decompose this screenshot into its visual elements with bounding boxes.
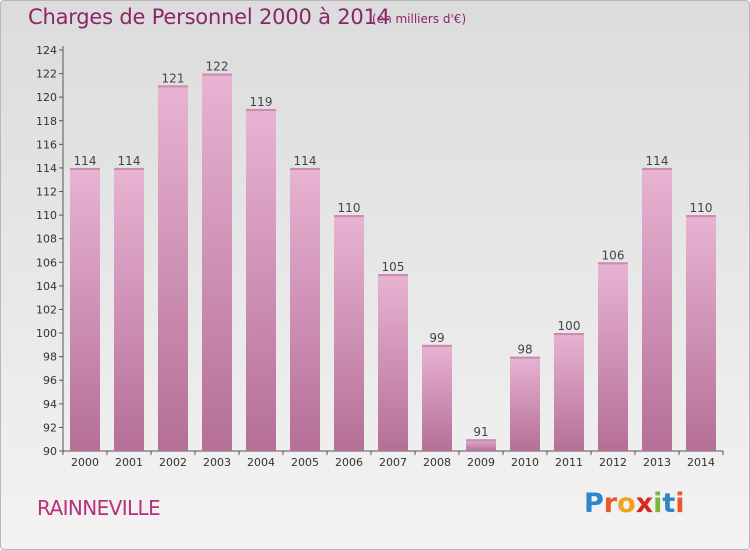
y-tick-label: 120 (36, 91, 57, 104)
y-tick-label: 114 (36, 162, 57, 175)
x-tick-label: 2001 (115, 456, 143, 469)
y-tick-label: 106 (36, 256, 57, 269)
y-tick-label: 92 (43, 421, 57, 434)
bar-top-edge (422, 344, 452, 347)
x-tick-label: 2011 (555, 456, 583, 469)
y-tick-label: 98 (43, 351, 57, 364)
bar-top-edge (554, 333, 584, 336)
chart-subtitle: (en milliers d'€) (372, 12, 467, 26)
proxiti-logo: Proxiti (584, 488, 685, 519)
data-label: 106 (602, 248, 625, 262)
chart-title: Charges de Personnel 2000 à 2014 (28, 5, 390, 29)
bar (290, 167, 320, 452)
y-tick-label: 100 (36, 327, 57, 340)
logo-letter: t (662, 488, 676, 519)
y-tick-label: 108 (36, 233, 57, 246)
bar-top-edge (686, 215, 716, 218)
y-tick-label: 94 (43, 398, 57, 411)
bar-top-edge (334, 215, 364, 218)
bar (422, 344, 452, 451)
x-tick-label: 2014 (687, 456, 715, 469)
bar (598, 262, 628, 451)
x-tick-label: 2012 (599, 456, 627, 469)
y-tick-label: 122 (36, 68, 57, 81)
data-label: 121 (162, 71, 185, 85)
bar-top-edge (158, 85, 188, 88)
y-tick-label: 110 (36, 209, 57, 222)
logo-letter: o (617, 488, 636, 519)
bar-top-edge (246, 108, 276, 111)
x-tick-label: 2005 (291, 456, 319, 469)
data-label: 110 (690, 201, 713, 215)
x-tick-label: 2013 (643, 456, 671, 469)
data-label: 114 (118, 154, 141, 168)
bar (642, 167, 672, 452)
y-tick-label: 102 (36, 303, 57, 316)
logo-letter: x (635, 488, 654, 519)
bar (554, 333, 584, 451)
y-tick-label: 104 (36, 280, 57, 293)
y-tick-label: 96 (43, 374, 57, 387)
x-tick-label: 2000 (71, 456, 99, 469)
bar-top-edge (466, 439, 496, 442)
chart-axes: 90 92 94 96 98 100 102 104 106 108 110 112 114 116 118… (36, 44, 724, 469)
x-tick-label: 2006 (335, 456, 363, 469)
data-label: 119 (250, 95, 273, 109)
data-label: 100 (558, 319, 581, 333)
data-label: 98 (517, 343, 532, 357)
y-tick-label: 112 (36, 186, 57, 199)
data-label: 99 (429, 331, 444, 345)
y-tick-label: 90 (43, 445, 57, 458)
bar-top-edge (598, 262, 628, 265)
y-tick-label: 116 (36, 138, 57, 151)
bar (510, 356, 540, 451)
bar (246, 108, 276, 452)
bar-top-edge (70, 167, 100, 170)
bar-top-edge (642, 167, 672, 170)
bar (70, 167, 100, 452)
data-labels: 114 114 121 122 119 114 110 105 99 91 98 100 106 114 1… (74, 60, 713, 440)
data-label: 114 (294, 154, 317, 168)
logo-letter: r (603, 488, 618, 519)
data-label: 110 (338, 201, 361, 215)
x-tick-label: 2002 (159, 456, 187, 469)
x-tick-label: 2003 (203, 456, 231, 469)
x-tick-label: 2008 (423, 456, 451, 469)
data-label: 114 (646, 154, 669, 168)
logo-letter: P (584, 488, 604, 519)
data-label: 122 (206, 60, 229, 74)
bar-top-edge (202, 73, 232, 76)
bar (114, 167, 144, 452)
bar (378, 274, 408, 451)
x-tick-label: 2009 (467, 456, 495, 469)
bar (202, 73, 232, 452)
data-label: 91 (473, 425, 488, 439)
bar-series (70, 73, 716, 452)
y-tick-label: 124 (36, 44, 57, 57)
bar (158, 85, 188, 451)
bar (466, 439, 496, 451)
logo-letter: i (675, 488, 685, 519)
logo-letter: i (653, 488, 663, 519)
x-tick-label: 2004 (247, 456, 275, 469)
commune-name: RAINNEVILLE (37, 496, 161, 520)
bar (334, 215, 364, 451)
bar-top-edge (510, 356, 540, 359)
bar-top-edge (290, 167, 320, 170)
bar (686, 215, 716, 451)
data-label: 114 (74, 154, 97, 168)
y-tick-label: 118 (36, 115, 57, 128)
data-label: 105 (382, 260, 405, 274)
bar-top-edge (114, 167, 144, 170)
bar-top-edge (378, 274, 408, 277)
x-tick-label: 2010 (511, 456, 539, 469)
x-tick-label: 2007 (379, 456, 407, 469)
